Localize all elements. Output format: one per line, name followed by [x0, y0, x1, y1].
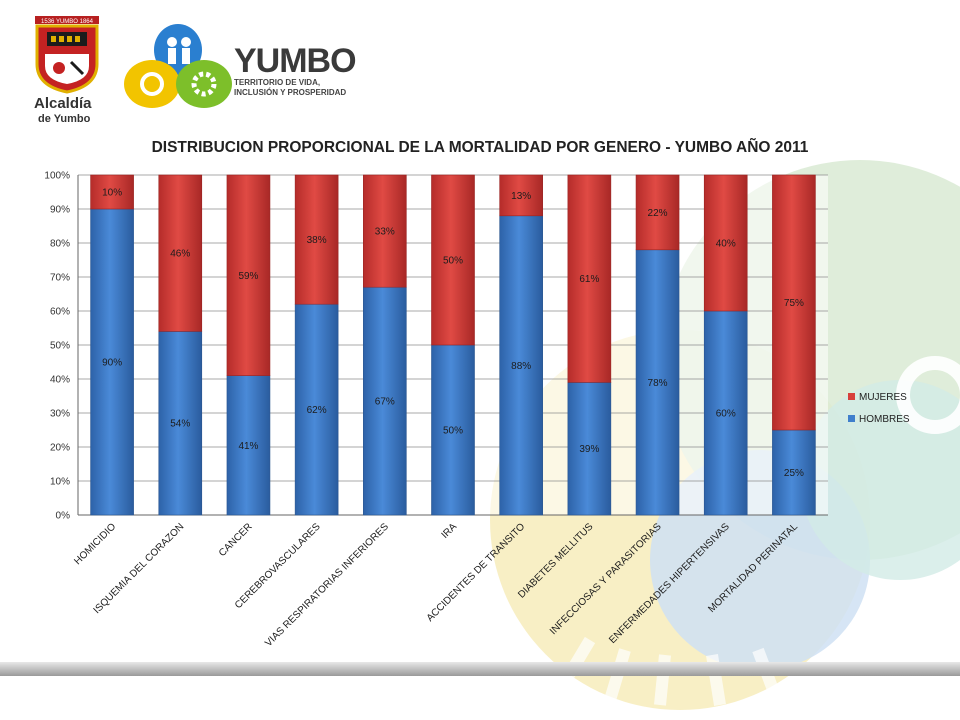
bar-mujeres — [90, 174, 134, 210]
bar-hombres — [294, 303, 339, 516]
header: 1536 YUMBO 1864 Alcaldía de Yumbo YUMBO … — [0, 0, 960, 135]
bar-hombres — [703, 310, 748, 516]
yumbo-tagline-2: INCLUSIÓN Y PROSPERIDAD — [234, 88, 347, 97]
data-label-mujeres: 75% — [784, 298, 804, 309]
data-label-hombres: 78% — [648, 378, 668, 389]
data-label-hombres: 41% — [238, 441, 258, 452]
legend-swatch — [848, 415, 855, 422]
bar-hombres — [567, 382, 612, 516]
y-tick-label: 80% — [50, 239, 70, 250]
bg-gear-icon — [896, 356, 960, 434]
bar-mujeres — [499, 174, 543, 217]
bar-mujeres — [635, 174, 680, 251]
data-label-hombres: 39% — [579, 444, 599, 455]
bar-hombres — [499, 215, 543, 516]
data-label-mujeres: 59% — [238, 271, 258, 282]
legend-label: HOMBRES — [859, 414, 910, 425]
x-tick-label: CANCER — [217, 521, 255, 559]
bar-hombres — [158, 331, 203, 516]
x-tick-label: VIAS RESPIRATORIAS INFERIORES — [263, 521, 391, 649]
bar-mujeres — [294, 174, 339, 305]
y-tick-label: 0% — [56, 511, 71, 522]
data-label-mujeres: 13% — [511, 191, 531, 202]
yumbo-logo-icon — [124, 24, 232, 108]
data-label-hombres: 60% — [716, 409, 736, 420]
x-tick-label: INFECCIOSAS Y PARASITORIAS — [548, 521, 664, 637]
data-label-mujeres: 33% — [375, 227, 395, 238]
data-label-mujeres: 46% — [170, 249, 190, 260]
data-label-hombres: 50% — [443, 426, 463, 437]
x-tick-label: HOMICIDIO — [72, 521, 118, 567]
data-label-hombres: 25% — [784, 468, 804, 479]
x-tick-label: DIABETES MELLITUS — [516, 521, 596, 601]
y-tick-label: 50% — [50, 341, 70, 352]
y-tick-label: 70% — [50, 273, 70, 284]
data-label-hombres: 54% — [170, 419, 190, 430]
y-tick-label: 60% — [50, 307, 70, 318]
yumbo-tagline-1: TERRITORIO DE VIDA, — [234, 78, 321, 87]
chart-title: DISTRIBUCION PROPORCIONAL DE LA MORTALID… — [151, 139, 809, 156]
bar-hombres — [431, 344, 475, 516]
bar-mujeres — [226, 174, 271, 376]
bar-mujeres — [772, 174, 816, 431]
legend: MUJERES HOMBRES — [848, 392, 910, 425]
data-label-hombres: 90% — [102, 358, 122, 369]
y-tick-label: 20% — [50, 443, 70, 454]
alcaldia-subtitle: de Yumbo — [38, 113, 91, 125]
bar-mujeres — [158, 174, 203, 332]
alcaldia-name: Alcaldía — [34, 95, 92, 112]
bar-hombres — [90, 208, 134, 516]
y-axis-ticks: 0% 10% 20% 30% 40% 50% 60% 70% 80% 90% 100% — [44, 171, 70, 522]
data-label-mujeres: 38% — [307, 235, 327, 246]
x-tick-label: ENFERMEDADES HIPERTENSIVAS — [607, 521, 732, 646]
legend-label: MUJERES — [859, 392, 907, 403]
data-label-mujeres: 50% — [443, 256, 463, 267]
y-tick-label: 100% — [44, 171, 70, 182]
data-label-hombres: 88% — [511, 361, 531, 372]
bars — [90, 174, 816, 516]
bar-mujeres — [363, 174, 407, 288]
x-tick-label: IRA — [440, 521, 460, 541]
bar-mujeres — [703, 174, 748, 312]
data-label-mujeres: 40% — [716, 239, 736, 250]
bar-hombres — [772, 429, 816, 516]
bar-mujeres — [431, 174, 475, 346]
data-label-mujeres: 61% — [579, 274, 599, 285]
data-label-hombres: 67% — [375, 397, 395, 408]
bar-hombres — [363, 286, 407, 516]
data-labels: 90% 10% 54% 46% 41% 59% 62% 38% 67% 33% 50% 50% 88% 1… — [102, 188, 804, 480]
bottom-divider — [0, 662, 960, 676]
bar-hombres — [226, 375, 271, 516]
y-tick-label: 30% — [50, 409, 70, 420]
y-tick-label: 10% — [50, 477, 70, 488]
y-tick-label: 40% — [50, 375, 70, 386]
data-label-hombres: 62% — [307, 405, 327, 416]
bar-mujeres — [567, 174, 612, 383]
x-tick-label: ACCIDENTES DE TRANSITO — [425, 521, 528, 624]
data-label-mujeres: 22% — [648, 208, 668, 219]
data-label-mujeres: 10% — [102, 188, 122, 199]
alcaldia-seal-icon: 1536 YUMBO 1864 — [35, 16, 99, 94]
legend-swatch — [848, 393, 855, 400]
y-tick-label: 90% — [50, 205, 70, 216]
yumbo-title: YUMBO — [234, 42, 357, 80]
seal-text: 1536 YUMBO 1864 — [41, 19, 94, 25]
